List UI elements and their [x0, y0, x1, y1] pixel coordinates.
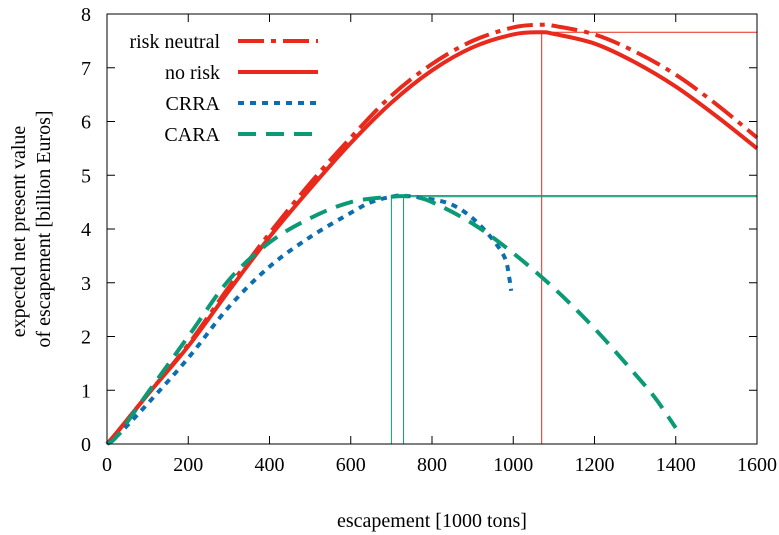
y-tick-label: 3	[81, 273, 91, 295]
x-tick-label: 200	[173, 454, 203, 476]
series-line-no-risk	[105, 30, 759, 446]
y-tick-label: 8	[81, 4, 91, 26]
x-tick-label: 800	[417, 454, 447, 476]
y-tick-label: 0	[81, 434, 91, 456]
series-lines	[105, 22, 759, 446]
y-axis-label: expected net present value of escapement…	[8, 110, 55, 347]
y-tick-label: 4	[81, 219, 91, 241]
x-tick-label: 1400	[656, 454, 696, 476]
series-line-crra	[105, 193, 514, 446]
legend-label-crra: CRRA	[166, 93, 221, 115]
legend-label-no-risk: no risk	[165, 62, 220, 84]
x-tick-label: 1000	[493, 454, 533, 476]
y-tick-label: 1	[81, 380, 91, 402]
x-tick-label: 0	[102, 454, 112, 476]
y-tick-label: 2	[81, 327, 91, 349]
y-tick-label: 7	[81, 58, 91, 80]
axis-ticks: 0 200 400 600 800 1000 1200 1400 1600 0 1 2 3 4 5 6 7 8	[81, 4, 777, 476]
y-tick-label: 5	[81, 165, 91, 187]
x-tick-label: 600	[336, 454, 366, 476]
reference-lines	[390, 31, 757, 444]
series-line-risk-neutral	[105, 22, 759, 446]
legend-label-cara: CARA	[164, 124, 220, 146]
y-axis-label-line-1: expected net present value	[8, 126, 30, 338]
x-tick-label: 1600	[737, 454, 777, 476]
x-tick-label: 1200	[575, 454, 615, 476]
y-tick-label: 6	[81, 112, 91, 134]
x-tick-label: 400	[255, 454, 285, 476]
x-axis-label: escapement [1000 tons]	[337, 510, 527, 532]
y-axis-label-line-2: of escapement [billion Euros]	[33, 110, 55, 347]
series-line-cara	[105, 194, 678, 446]
legend-label-risk-neutral: risk neutral	[129, 31, 220, 53]
legend: risk neutral no risk CRRA CARA	[129, 31, 318, 146]
